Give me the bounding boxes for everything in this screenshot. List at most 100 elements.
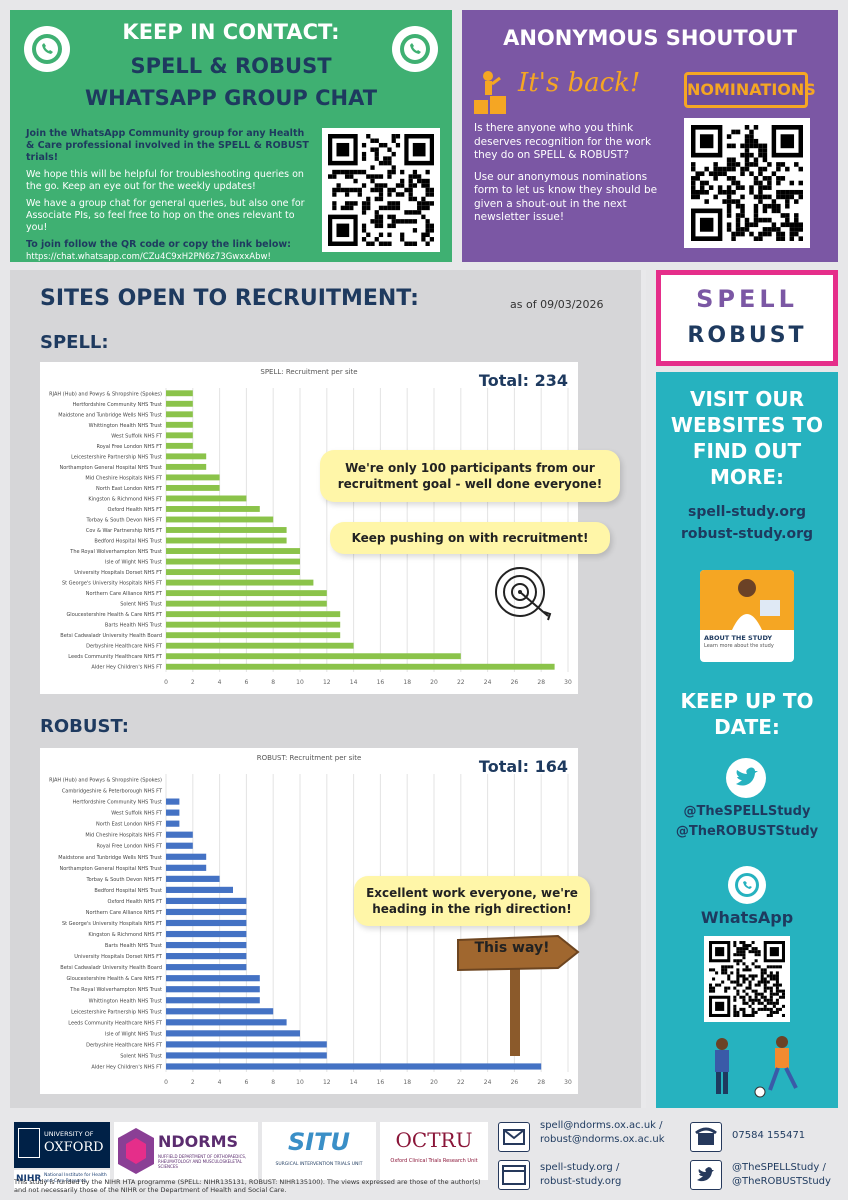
category-label: Oxford Health NHS FT [107, 899, 163, 905]
x-tick-label: 0 [164, 1079, 168, 1086]
category-label: Northern Care Alliance NHS FT [86, 910, 163, 916]
website-robust[interactable]: robust-study.org [540, 1176, 622, 1187]
category-label: Kingston & Richmond NHS FT [88, 932, 163, 938]
sidebar-panel: VISIT OUR WEBSITES TO FIND OUT MORE: spe… [656, 372, 838, 1108]
email-spell[interactable]: spell@ndorms.ox.ac.uk / [540, 1120, 663, 1131]
category-label: Leeds Community Healthcare NHS FT [68, 1020, 163, 1026]
doctor-image [700, 570, 794, 630]
whatsapp-link[interactable]: https://chat.whatsapp.com/CZu4C9xH2PN6z7… [26, 252, 271, 262]
category-label: Maidstone and Tunbridge Wells NHS Trust [58, 412, 162, 418]
bar [166, 569, 300, 576]
phone-number[interactable]: 07584 155471 [732, 1130, 806, 1141]
about-subtitle: Learn more about the study [704, 643, 774, 649]
signpost-text: This way! [474, 940, 550, 956]
x-tick-label: 20 [430, 679, 438, 686]
category-label: University Hospitals Dorset NHS FT [74, 570, 163, 576]
chart-total: Total: 164 [479, 757, 568, 776]
podium-icon [468, 66, 512, 118]
x-tick-label: 26 [511, 1079, 519, 1086]
category-label: RJAH (Hub) and Powys & Shropshire (Spoke… [49, 778, 162, 784]
x-tick-label: 30 [564, 679, 572, 686]
bar [166, 997, 260, 1004]
bar [166, 798, 180, 805]
footer-twitter-robust[interactable]: @TheROBUSTStudy [732, 1176, 831, 1187]
twitter-handle-spell[interactable]: @TheSPELLStudy [683, 804, 811, 819]
category-label: North East London NHS FT [96, 486, 163, 492]
bar [166, 590, 327, 597]
chart-total: Total: 234 [479, 371, 568, 390]
spell-section-label: SPELL: [40, 332, 109, 353]
category-label: Hertfordshire Community NHS Trust [73, 402, 163, 408]
category-label: Torbay & South Devon NHS FT [85, 877, 162, 883]
website-link-robust[interactable]: robust-study.org [680, 526, 814, 542]
nihr-logo: NIHR National Institute for Health and C… [14, 1170, 110, 1190]
bar [166, 1063, 542, 1070]
bar [166, 474, 220, 481]
website-icon [498, 1160, 530, 1190]
funding-statement: This study is funded by the NIHR HTA pro… [14, 1178, 481, 1194]
footer: UNIVERSITY OF OXFORD NIHR National Insti… [0, 1112, 848, 1200]
shoutout-paragraph: Is there anyone who you think deserves r… [474, 122, 652, 161]
x-tick-label: 28 [537, 1079, 545, 1086]
x-tick-label: 24 [484, 1079, 492, 1086]
category-label: Derbyshire Healthcare NHS FT [86, 644, 163, 650]
x-tick-label: 8 [271, 1079, 275, 1086]
bar [166, 600, 327, 607]
bar [166, 1052, 327, 1059]
bar [166, 495, 247, 502]
x-tick-label: 2 [191, 679, 195, 686]
sites-heading: SITES OPEN TO RECRUITMENT: [40, 286, 419, 311]
bar [166, 820, 180, 827]
bar [166, 453, 207, 460]
category-label: Solent NHS Trust [120, 602, 162, 608]
robust-callout: Excellent work everyone, we're heading i… [354, 876, 590, 926]
whatsapp-qr-code[interactable] [322, 128, 440, 252]
whatsapp-icon[interactable] [728, 866, 766, 904]
x-tick-label: 20 [430, 1079, 438, 1086]
bar [166, 442, 193, 449]
chart-title: ROBUST: Recruitment per site [257, 754, 362, 762]
sites-panel: SITES OPEN TO RECRUITMENT: as of 09/03/2… [10, 270, 646, 1108]
situ-logo-text: SITU [287, 1128, 351, 1156]
bar [166, 853, 207, 860]
category-label: Derbyshire Healthcare NHS FT [86, 1042, 163, 1048]
ndorms-logo: NDORMS NUFFIELD DEPARTMENT OF ORTHOPAEDI… [114, 1122, 258, 1180]
x-tick-label: 14 [350, 1079, 358, 1086]
about-study-card[interactable]: ABOUT THE STUDY Learn more about the stu… [700, 570, 794, 662]
bar [166, 975, 260, 982]
x-tick-label: 16 [377, 1079, 385, 1086]
category-label: Betsi Cadwaladr University Health Board [60, 965, 162, 971]
ndorms-logo-text: NDORMS [158, 1132, 239, 1151]
chart-title: SPELL: Recruitment per site [260, 368, 357, 376]
category-label: Barts Health NHS Trust [105, 943, 162, 949]
x-tick-label: 28 [537, 679, 545, 686]
category-label: Mid Cheshire Hospitals NHS FT [85, 833, 163, 839]
x-tick-label: 10 [296, 679, 304, 686]
email-robust[interactable]: robust@ndorms.ox.ac.uk [540, 1134, 665, 1145]
category-label: Torbay & South Devon NHS FT [85, 517, 162, 523]
category-label: West Suffolk NHS FT [111, 811, 163, 817]
x-tick-label: 26 [511, 679, 519, 686]
category-label: Alder Hey Children's NHS FT [91, 665, 163, 671]
website-link-spell[interactable]: spell-study.org [688, 504, 806, 520]
bar [166, 875, 220, 882]
bar [166, 400, 193, 407]
footer-twitter-spell[interactable]: @TheSPELLStudy / [732, 1162, 826, 1173]
website-spell[interactable]: spell-study.org / [540, 1162, 620, 1173]
bar [166, 908, 247, 916]
bar [166, 986, 260, 993]
octru-logo: OCTRU Oxford Clinical Trials Research Un… [380, 1122, 488, 1180]
x-tick-label: 8 [271, 679, 275, 686]
category-label: Bedford Hospital NHS Trust [94, 888, 162, 894]
category-label: St George's University Hospitals NHS FT [62, 581, 163, 587]
sidebar-whatsapp-qr-code[interactable] [704, 936, 790, 1022]
twitter-icon[interactable] [726, 758, 766, 798]
twitter-handle-robust[interactable]: @TheROBUSTStudy [675, 824, 819, 839]
contact-paragraph: Join the WhatsApp Community group for an… [26, 128, 309, 163]
bar [166, 809, 180, 816]
x-tick-label: 2 [191, 1079, 195, 1086]
x-tick-label: 10 [296, 1079, 304, 1086]
whatsapp-icon [392, 26, 438, 72]
x-tick-label: 22 [457, 1079, 465, 1086]
nominations-qr-code[interactable] [684, 118, 810, 248]
